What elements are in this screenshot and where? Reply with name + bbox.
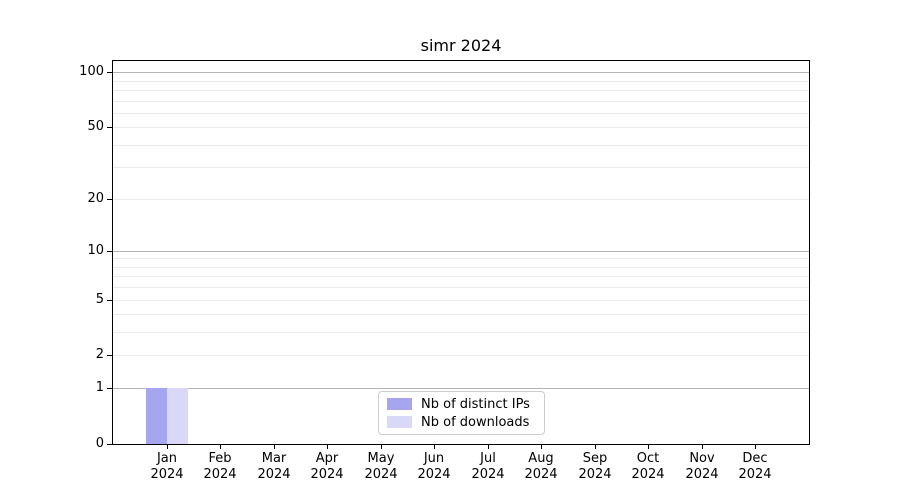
legend-swatch-distinct-ips [387, 398, 412, 410]
chart-title: simr 2024 [420, 36, 502, 55]
x-tick-month: Aug [528, 451, 554, 466]
x-tick-label-sep: Sep 2024 [563, 451, 627, 483]
y-tick-label: 100 [79, 64, 104, 79]
x-tick [274, 445, 275, 449]
x-tick-month: Feb [208, 451, 232, 466]
x-tick-yearline: 2024 [364, 467, 398, 482]
gridline-minor [113, 276, 809, 277]
gridline-minor [113, 113, 809, 114]
x-tick-yearline: 2024 [631, 467, 665, 482]
x-tick-label-mar: Mar 2024 [242, 451, 306, 483]
y-tick-label: 5 [95, 292, 104, 307]
y-tick [107, 388, 112, 389]
x-tick-yearline: 2024 [578, 467, 612, 482]
y-tick [107, 355, 112, 356]
x-tick-month: Mar [261, 451, 287, 466]
x-tick [755, 445, 756, 449]
legend-label-downloads: Nb of downloads [421, 414, 530, 430]
x-tick-yearline: 2024 [150, 467, 184, 482]
gridline-minor [113, 258, 809, 259]
bar-distinct-ips-jan [146, 388, 167, 444]
gridline-minor [113, 167, 809, 168]
x-tick-label-oct: Oct 2024 [616, 451, 680, 483]
x-tick-yearline: 2024 [471, 467, 505, 482]
y-tick [107, 72, 112, 73]
x-tick [381, 445, 382, 449]
legend-entry-downloads: Nb of downloads [387, 415, 536, 430]
x-tick-label-jan: Jan 2024 [135, 451, 199, 483]
y-tick [107, 300, 112, 301]
y-tick-label: 1 [95, 380, 104, 395]
gridline-minor [113, 314, 809, 315]
bar-downloads-jan [167, 388, 188, 444]
x-tick [702, 445, 703, 449]
x-tick-label-jun: Jun 2024 [402, 451, 466, 483]
x-tick [488, 445, 489, 449]
gridline-minor [113, 101, 809, 102]
gridline-minor [113, 127, 809, 128]
x-tick-label-aug: Aug 2024 [509, 451, 573, 483]
y-tick [107, 127, 112, 128]
gridline-minor [113, 332, 809, 333]
gridline-major [113, 251, 809, 252]
x-tick-yearline: 2024 [203, 467, 237, 482]
x-tick-yearline: 2024 [685, 467, 719, 482]
x-tick-label-may: May 2024 [349, 451, 413, 483]
y-tick-label: 50 [87, 119, 104, 134]
legend-swatch-downloads [387, 416, 412, 428]
x-tick-month: May [367, 451, 395, 466]
x-tick-month: Apr [315, 451, 339, 466]
y-tick-label: 2 [95, 347, 104, 362]
plot-area [112, 60, 810, 445]
x-tick-month: Nov [689, 451, 715, 466]
y-tick [107, 199, 112, 200]
y-tick-label: 0 [95, 436, 104, 451]
x-tick [648, 445, 649, 449]
gridline-minor [113, 81, 809, 82]
x-tick-month: Dec [742, 451, 768, 466]
x-tick-label-jul: Jul 2024 [456, 451, 520, 483]
x-tick [434, 445, 435, 449]
x-tick-label-dec: Dec 2024 [723, 451, 787, 483]
x-tick-month: Oct [636, 451, 660, 466]
x-tick [167, 445, 168, 449]
x-tick-yearline: 2024 [310, 467, 344, 482]
gridline-minor [113, 90, 809, 91]
x-tick-label-feb: Feb 2024 [188, 451, 252, 483]
y-tick [107, 251, 112, 252]
x-tick-month: Sep [582, 451, 608, 466]
x-tick-yearline: 2024 [524, 467, 558, 482]
x-tick [541, 445, 542, 449]
y-tick-label: 10 [87, 243, 104, 258]
gridline-minor [113, 300, 809, 301]
y-tick-label: 20 [87, 191, 104, 206]
gridline-minor [113, 267, 809, 268]
x-tick-yearline: 2024 [417, 467, 451, 482]
gridline-major [113, 72, 809, 73]
x-tick [327, 445, 328, 449]
x-tick-label-nov: Nov 2024 [670, 451, 734, 483]
x-tick [595, 445, 596, 449]
legend-label-distinct-ips: Nb of distinct IPs [421, 396, 530, 412]
gridline-minor [113, 287, 809, 288]
gridline-minor [113, 199, 809, 200]
x-tick-month: Jun [423, 451, 445, 466]
x-tick-yearline: 2024 [738, 467, 772, 482]
x-tick-yearline: 2024 [257, 467, 291, 482]
gridline-major [113, 388, 809, 389]
y-tick [107, 444, 112, 445]
legend-entry-distinct-ips: Nb of distinct IPs [387, 397, 536, 412]
x-tick-month: Jan [156, 451, 178, 466]
x-tick-label-apr: Apr 2024 [295, 451, 359, 483]
legend: Nb of distinct IPs Nb of downloads [378, 391, 545, 435]
x-tick [220, 445, 221, 449]
gridline-minor [113, 355, 809, 356]
gridline-minor [113, 145, 809, 146]
x-tick-month: Jul [480, 451, 496, 466]
